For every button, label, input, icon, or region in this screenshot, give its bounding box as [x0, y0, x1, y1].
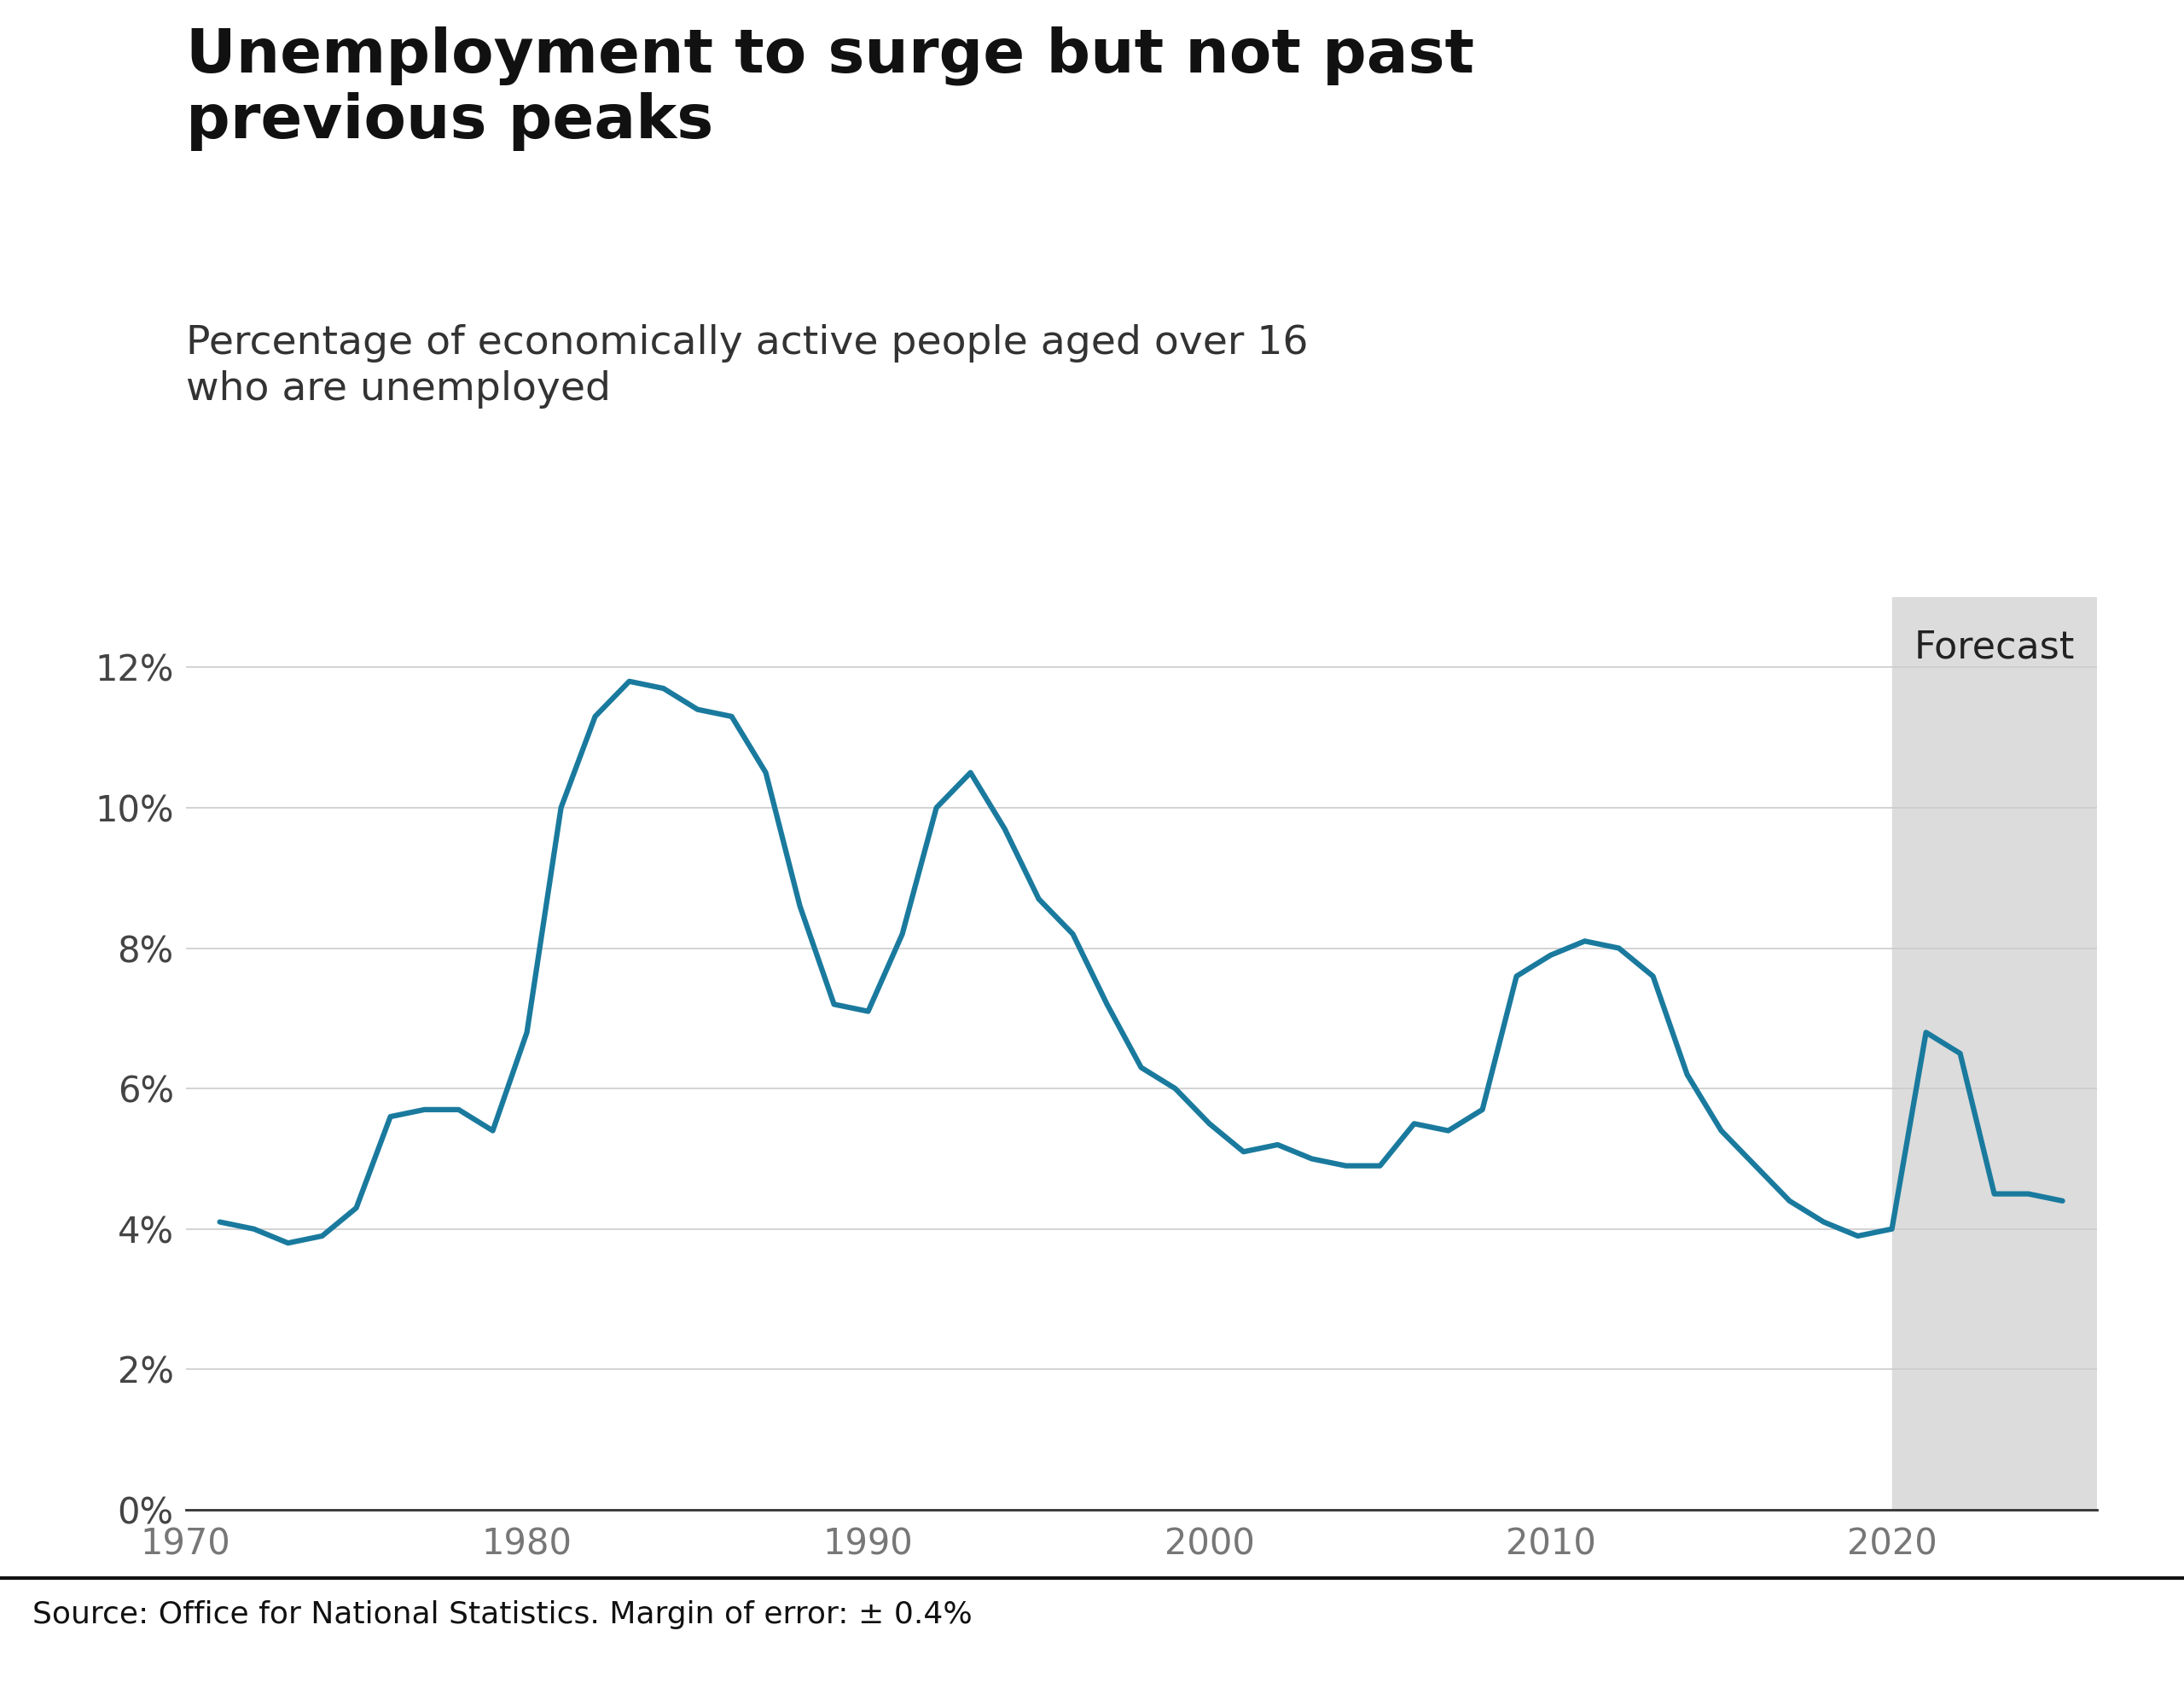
Text: Unemployment to surge but not past
previous peaks: Unemployment to surge but not past previ…: [186, 26, 1474, 150]
Text: B: B: [1985, 1628, 2011, 1662]
Text: C: C: [2073, 1628, 2099, 1662]
Bar: [1891, 597, 2097, 1510]
Text: Source: Office for National Statistics. Margin of error: ± 0.4%: Source: Office for National Statistics. …: [33, 1600, 972, 1629]
Text: B: B: [1898, 1628, 1924, 1662]
Text: Percentage of economically active people aged over 16
who are unemployed: Percentage of economically active people…: [186, 324, 1308, 408]
Text: Forecast: Forecast: [1913, 630, 2075, 665]
